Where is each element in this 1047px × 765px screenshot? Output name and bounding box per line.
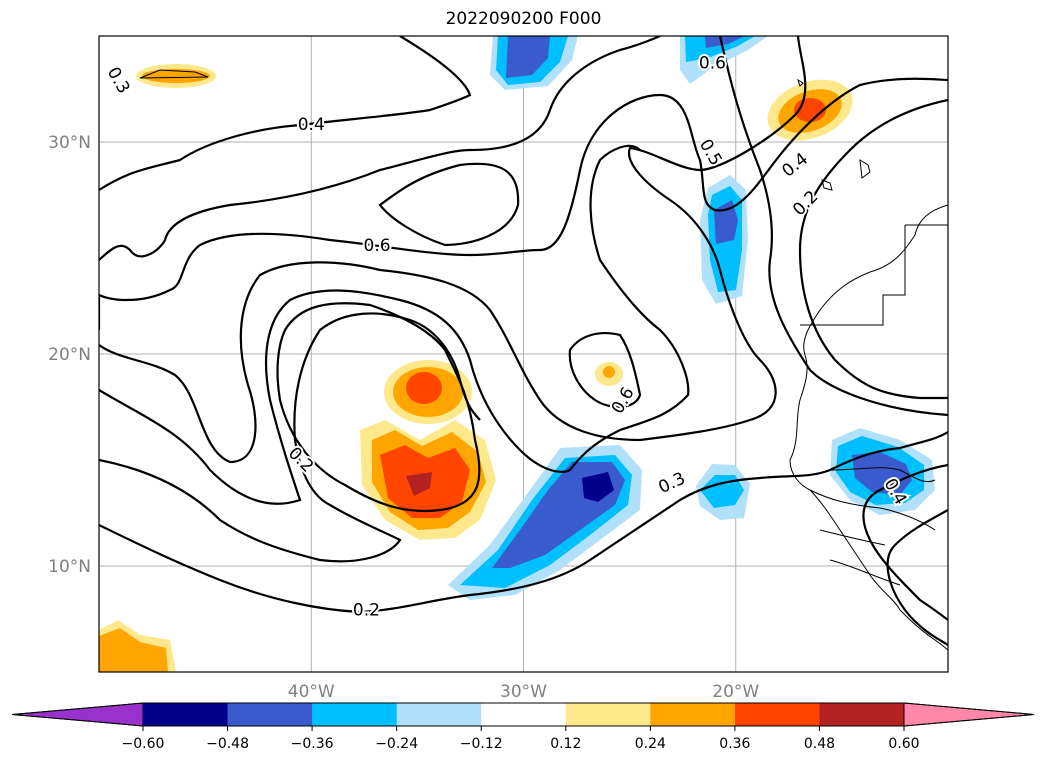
positive-blob-east	[767, 79, 853, 141]
lon-tick-label: 20°W	[712, 682, 759, 702]
lat-tick-label: 20°N	[48, 345, 91, 365]
contour-line	[862, 463, 948, 621]
colorbar-tick-label: 0.24	[635, 736, 666, 752]
positive-blob-small	[595, 362, 623, 386]
colorbar-tick-label: −0.24	[375, 736, 418, 752]
positive-blob-central-north	[384, 360, 472, 424]
contour-line	[718, 36, 948, 417]
lon-tick-label: 30°W	[500, 682, 547, 702]
positive-blob-southwest	[99, 620, 176, 672]
negative-blob-northeast	[680, 36, 768, 84]
contour-label: 0.6	[699, 54, 726, 74]
coastline	[789, 78, 948, 651]
contour-label: 0.3	[103, 64, 134, 97]
colorbar-segment	[227, 703, 313, 726]
contour-line	[99, 36, 661, 261]
colorbar-segment	[396, 703, 482, 726]
longitude-ticks: 40°W 30°W 20°W	[288, 682, 760, 702]
contour-line	[99, 431, 948, 614]
colorbar: −0.60 −0.48 −0.36 −0.24 −0.12 0.12 0.24 0.36 0.4…	[11, 702, 1035, 752]
map-frame	[98, 35, 949, 673]
contour-label: 0.3	[656, 469, 689, 499]
colorbar-segment	[481, 703, 567, 726]
map-title: 2022090200 F000	[445, 9, 602, 29]
colorbar-tick-label: −0.12	[460, 736, 503, 752]
colorbar-tick-label: 0.48	[804, 736, 835, 752]
contour-label: 0.4	[778, 149, 812, 181]
contour-label: 0.2	[284, 443, 317, 476]
negative-blob-small-east	[696, 464, 750, 520]
contour-line	[99, 312, 481, 563]
colorbar-tick-label: −0.36	[291, 736, 334, 752]
negative-blob-north	[490, 36, 578, 90]
colorbar-segment	[565, 703, 651, 726]
colorbar-segment	[819, 703, 905, 726]
colorbar-segment	[143, 703, 229, 726]
contour-line	[886, 509, 948, 646]
lat-tick-label: 30°N	[48, 133, 91, 153]
contour-label: 0.6	[608, 384, 639, 417]
positive-blob-northwest	[136, 64, 216, 88]
contour-label: 0.2	[353, 601, 380, 621]
colorbar-extend-max	[903, 702, 1035, 727]
colorbar-tick-label: −0.48	[206, 736, 249, 752]
contour-line	[276, 302, 481, 512]
colorbar-tick-label: 0.36	[719, 736, 750, 752]
colorbar-tick-label: −0.60	[122, 736, 165, 752]
lon-tick-label: 40°W	[288, 682, 335, 702]
contour-line	[568, 332, 642, 408]
contour-line	[99, 144, 690, 505]
lat-tick-label: 10°N	[48, 557, 91, 577]
contour-label: 0.6	[364, 236, 391, 256]
colorbar-tick-label: 0.12	[550, 736, 581, 752]
colorbar-segment	[734, 703, 820, 726]
colorbar-extend-min	[11, 702, 144, 727]
colorbar-segment	[650, 703, 736, 726]
contour-line	[99, 36, 472, 191]
contour-label: 0.4	[298, 115, 325, 135]
latitude-ticks: 10°N 20°N 30°N	[48, 133, 91, 577]
contour-line	[378, 162, 520, 247]
contour-line	[798, 98, 948, 400]
colorbar-tick-label: 0.60	[888, 736, 919, 752]
negative-blob-offshore-strip	[700, 175, 748, 304]
negative-blob-coast	[830, 428, 935, 515]
negative-band-southeast	[448, 445, 642, 600]
colorbar-segment	[312, 703, 398, 726]
contour-line	[99, 77, 948, 330]
contour-lines	[99, 36, 948, 646]
